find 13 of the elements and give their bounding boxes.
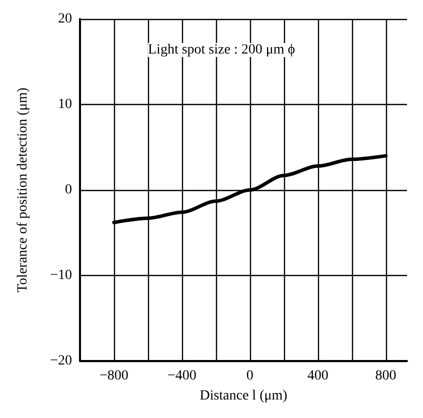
y-tick-label: −20	[50, 354, 72, 368]
x-tick-label: 0	[246, 368, 254, 384]
x-tick-label: 400	[307, 368, 328, 384]
y-tick-label: 20	[58, 12, 72, 26]
x-axis-title: Distance l (μm)	[200, 388, 288, 404]
x-tick-label: −400	[167, 368, 196, 384]
y-tick-label: −10	[50, 268, 72, 283]
y-tick-label: 0	[65, 182, 72, 198]
x-tick-label: −800	[100, 368, 128, 384]
y-axis-title: Tolerance of position detection (μm)	[16, 87, 30, 292]
y-tick-label: 10	[58, 97, 72, 112]
x-tick-label: 800	[375, 368, 396, 384]
annotation: Light spot size : 200 μm ϕ	[148, 42, 296, 58]
